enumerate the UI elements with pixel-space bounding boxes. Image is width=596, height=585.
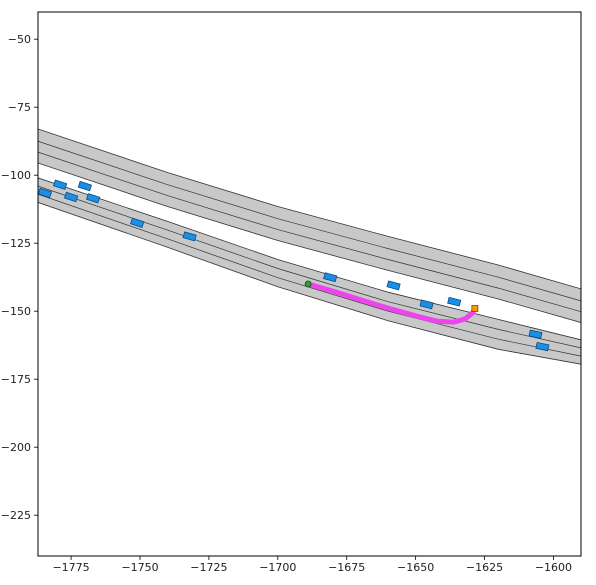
x-tick-label: −1600: [535, 561, 572, 574]
vehicle-1: [38, 187, 53, 199]
vehicle-2: [52, 179, 68, 190]
ego-path: [305, 281, 478, 325]
vehicle-6: [130, 217, 145, 229]
x-tick-label: −1675: [328, 561, 365, 574]
y-tick-label: −150: [1, 305, 31, 318]
y-tick-label: −100: [1, 169, 31, 182]
x-tick-label: −1625: [466, 561, 503, 574]
x-tick-label: −1700: [259, 561, 296, 574]
x-tick-label: −1650: [397, 561, 434, 574]
vehicle-9: [386, 280, 401, 291]
y-tick-label: −125: [1, 237, 31, 250]
goal-marker: [471, 305, 479, 312]
y-tick-label: −225: [1, 509, 31, 522]
y-tick-label: −200: [1, 441, 31, 454]
y-axis: −50 −75 −100 −125 −150 −175 −200 −225: [1, 33, 38, 522]
lane-line-upper-1: [38, 140, 581, 302]
vehicle-8: [323, 272, 338, 283]
plot-frame: [37, 11, 582, 557]
marker-layer: [304, 280, 479, 312]
x-tick-label: −1775: [52, 561, 89, 574]
lane-line-lower-2: [38, 193, 581, 357]
ego-path-layer: [305, 281, 478, 325]
road-layer: [38, 128, 581, 365]
road-lower: [38, 177, 581, 365]
vehicle-5: [85, 193, 101, 204]
vehicle-13: [535, 341, 550, 352]
y-tick-label: −50: [8, 33, 31, 46]
y-tick-label: −75: [8, 101, 31, 114]
y-tick-label: −175: [1, 373, 31, 386]
x-axis: −1775 −1750 −1725 −1700 −1675 −1650 −1625 −1600: [52, 556, 572, 574]
vehicle-3: [77, 180, 93, 192]
x-tick-label: −1725: [190, 561, 227, 574]
lane-line-upper-2: [38, 151, 581, 313]
vehicle-12: [528, 329, 543, 339]
x-tick-label: −1750: [121, 561, 158, 574]
vehicle-7: [182, 231, 197, 242]
start-marker: [304, 280, 312, 288]
vehicle-4: [63, 191, 79, 203]
vehicle-11: [447, 296, 462, 307]
vehicle-10: [419, 299, 434, 310]
lane-line-lower-1: [38, 185, 581, 349]
vehicle-layer: [38, 179, 550, 352]
